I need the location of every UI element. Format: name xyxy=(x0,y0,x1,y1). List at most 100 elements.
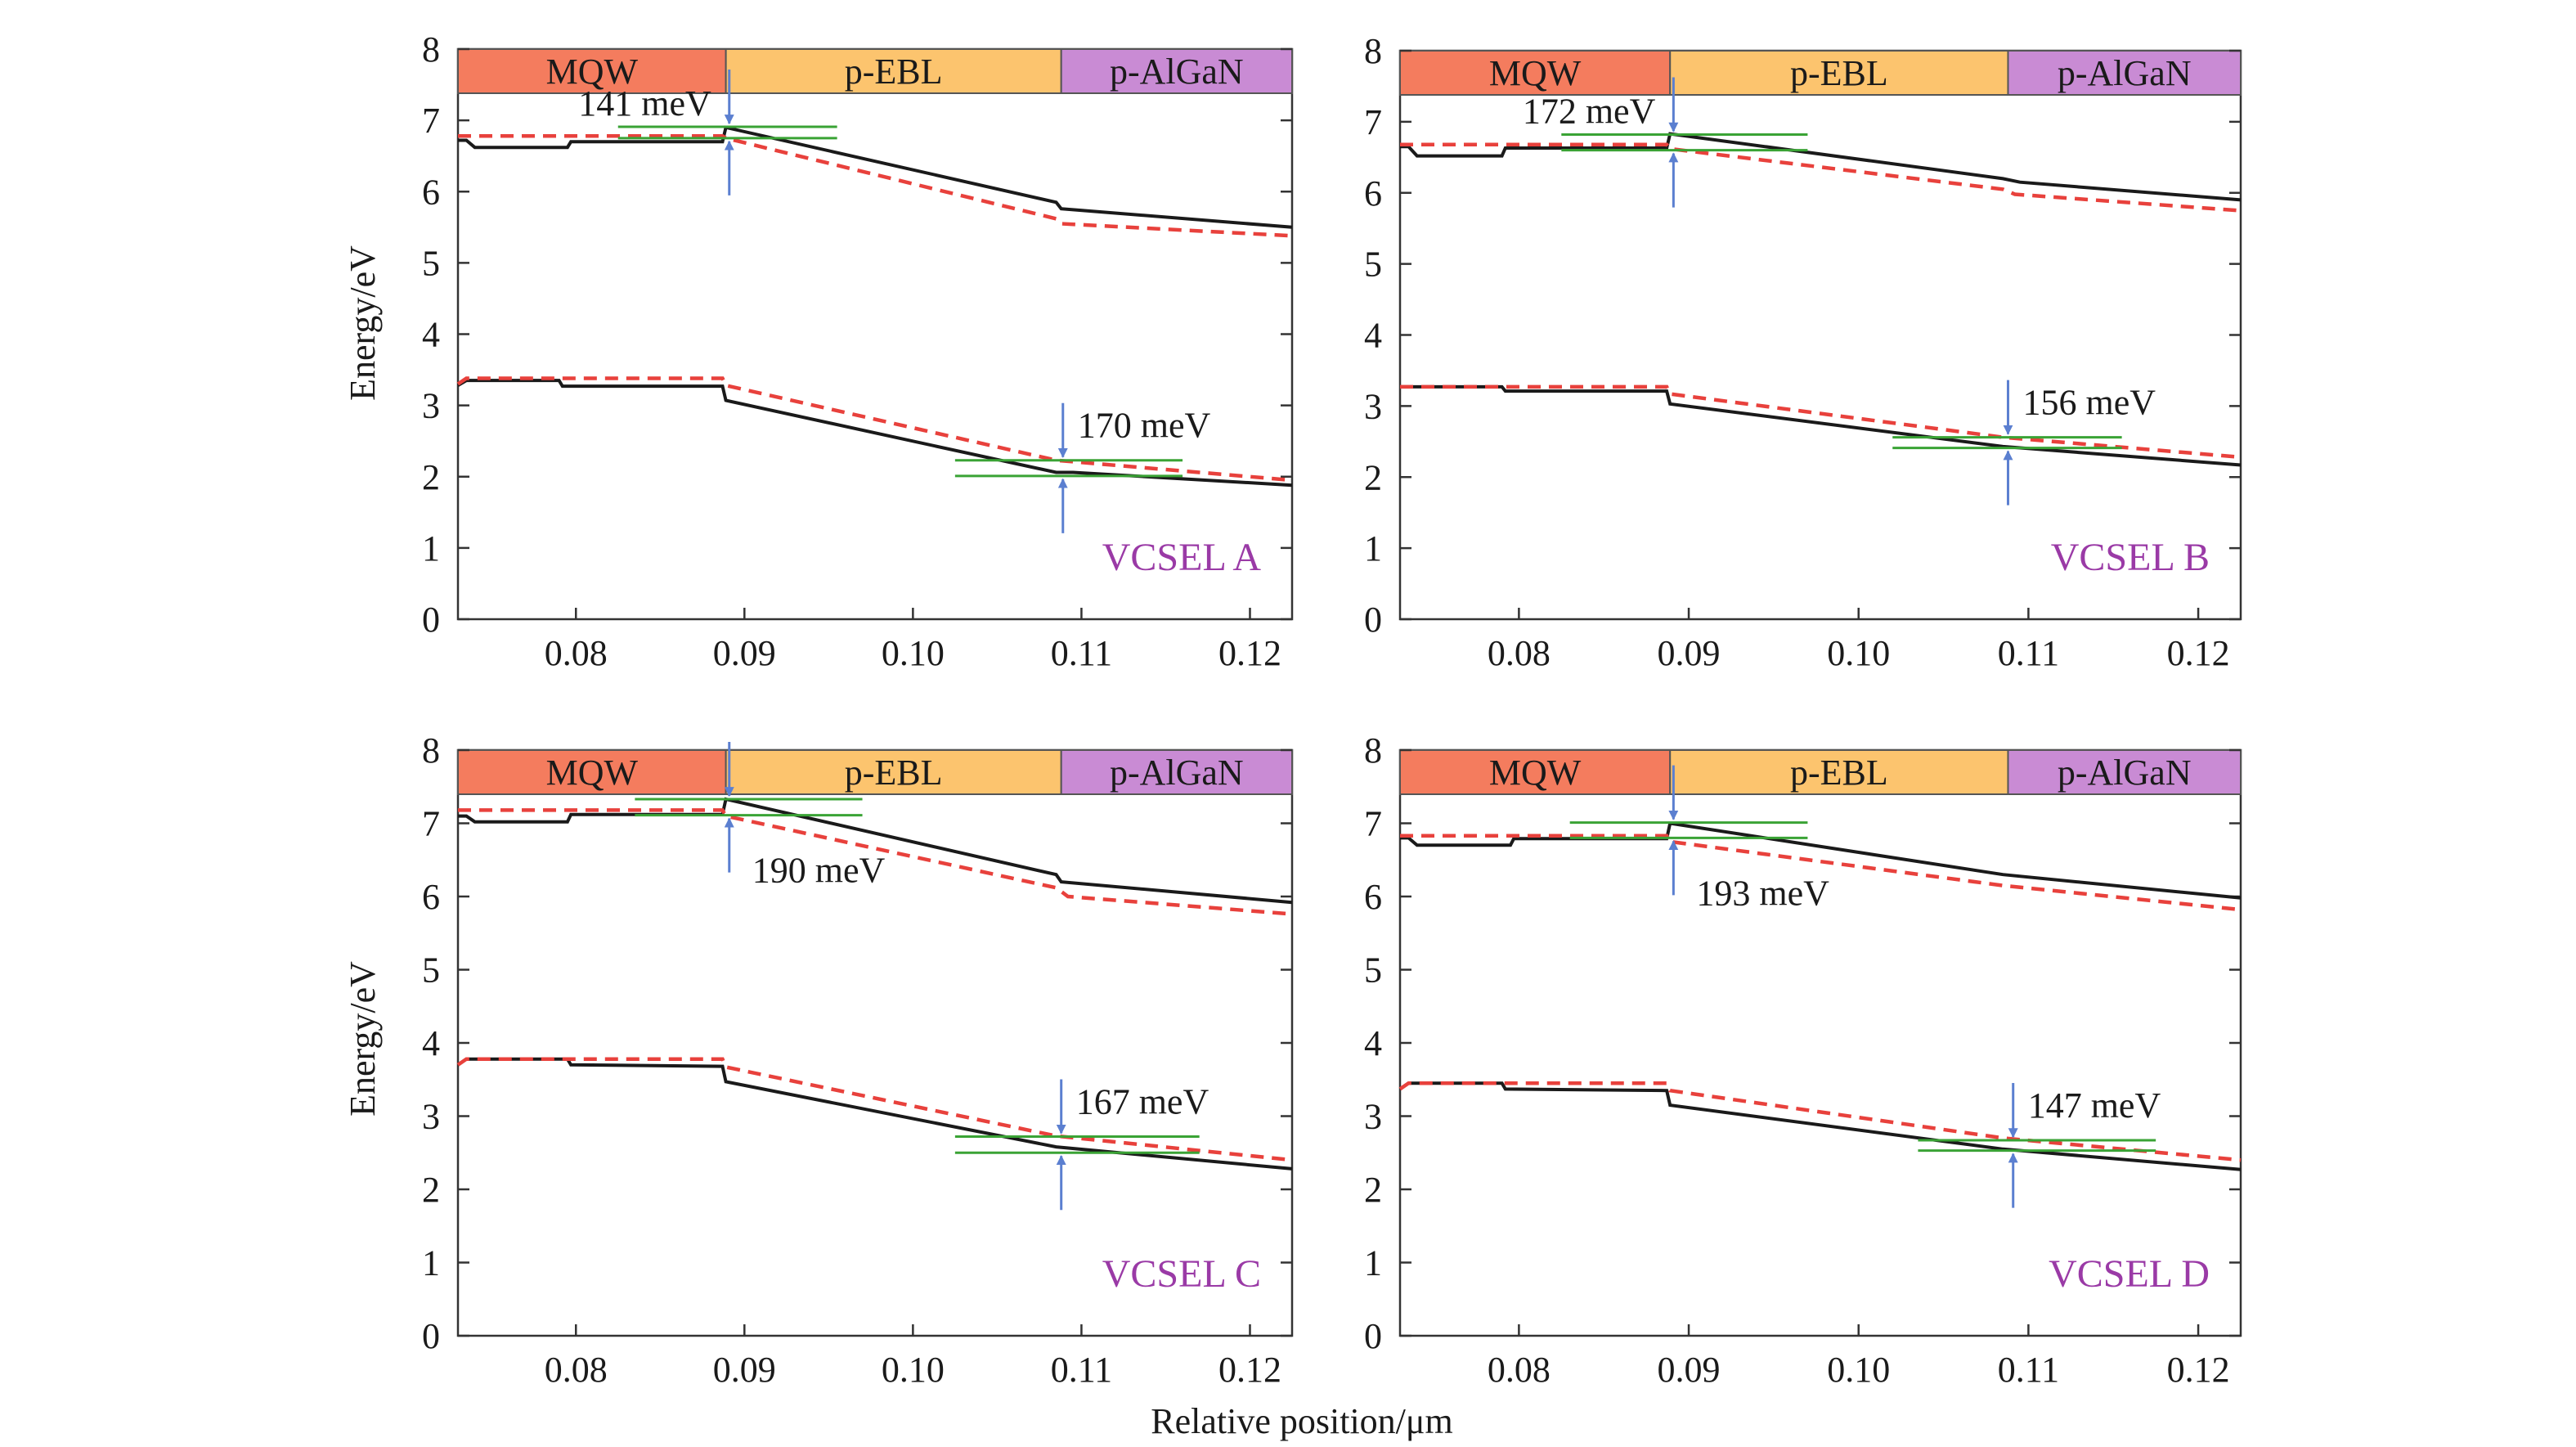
region-label-mqw: MQW xyxy=(1489,53,1582,93)
y-tick-label: 3 xyxy=(1364,386,1382,426)
y-tick-label: 3 xyxy=(422,386,440,426)
dashed-band-line-3 xyxy=(1398,1081,2242,1162)
x-tick-label: 0.10 xyxy=(1827,633,1890,673)
region-label-mqw: MQW xyxy=(546,52,639,92)
y-tick-label: 4 xyxy=(1364,1023,1382,1063)
y-tick-label: 0 xyxy=(422,600,440,640)
barrier-label: 141 meV xyxy=(578,83,711,124)
solid-band-line-0 xyxy=(1400,821,2242,900)
barrier-label: 147 meV xyxy=(2028,1085,2161,1126)
region-label-ebl: p-EBL xyxy=(845,753,943,793)
y-tick-label: 6 xyxy=(1364,173,1382,213)
y-tick-label: 7 xyxy=(1364,102,1382,142)
solid-band-line-2 xyxy=(456,379,1293,488)
y-tick-label: 0 xyxy=(1364,1316,1382,1356)
x-tick-label: 0.09 xyxy=(713,1350,776,1390)
region-ebl xyxy=(725,48,1062,94)
dashed-band-line-1 xyxy=(458,808,1293,916)
barrier-label: 170 meV xyxy=(1078,406,1211,446)
panel-vcsel-d: MQW p-EBL p-AlGaN 0 1 2 3 4 5 6 7 8 0.08 0.09 0.10 0.11… xyxy=(1364,730,2242,1390)
x-tick-label: 0.12 xyxy=(2167,1350,2230,1390)
y-tick-label: 8 xyxy=(422,730,440,771)
x-tick-label: 0.11 xyxy=(1051,633,1112,673)
region-ebl xyxy=(725,749,1062,795)
y-tick-label: 2 xyxy=(1364,457,1382,497)
plot-frame xyxy=(456,47,1294,621)
barrier-label: 156 meV xyxy=(2022,383,2156,423)
panel-vcsel-b: MQW p-EBL p-AlGaN 0 1 2 3 4 5 6 7 8 0.08 0.09 0.10 0.11… xyxy=(1364,31,2242,673)
y-tick-label: 1 xyxy=(422,528,440,568)
region-algan xyxy=(2007,50,2242,96)
barrier-label: 167 meV xyxy=(1076,1082,1209,1122)
region-label-ebl: p-EBL xyxy=(1790,753,1888,793)
y-tick-label: 0 xyxy=(1364,600,1382,640)
region-label-mqw: MQW xyxy=(1489,753,1582,793)
y-tick-label: 0 xyxy=(422,1316,440,1356)
y-tick-label: 6 xyxy=(1364,877,1382,917)
solid-band-line-0 xyxy=(458,125,1293,229)
y-tick-label: 8 xyxy=(1364,730,1382,771)
x-axis-label: Relative position/μm xyxy=(1151,1401,1452,1441)
panel-vcsel-a: MQW p-EBL p-AlGaN 0 1 2 3 4 5 6 7 8 0.08 0.09 0.10 0.11… xyxy=(422,29,1294,673)
y-axis-label-bottom: Energy/eV xyxy=(343,961,383,1117)
dashed-band-line-1 xyxy=(1400,142,2242,213)
y-tick-label: 4 xyxy=(1364,316,1382,356)
x-tick-label: 0.09 xyxy=(1658,633,1721,673)
y-tick-label: 3 xyxy=(1364,1097,1382,1137)
x-tick-label: 0.11 xyxy=(1051,1350,1112,1390)
dashed-band-line-1 xyxy=(458,134,1293,238)
barrier-label: 172 meV xyxy=(1523,92,1656,132)
dashed-band-line-3 xyxy=(456,1057,1293,1162)
x-tick-label: 0.08 xyxy=(545,1350,608,1390)
region-ebl xyxy=(1669,749,2009,795)
region-label-algan: p-AlGaN xyxy=(1110,52,1244,92)
plot-frame xyxy=(1398,49,2242,621)
y-tick-label: 2 xyxy=(422,1170,440,1210)
y-tick-label: 6 xyxy=(422,172,440,212)
panel-label: VCSEL D xyxy=(2049,1252,2210,1296)
region-label-ebl: p-EBL xyxy=(845,52,943,92)
region-algan xyxy=(2007,749,2242,795)
y-tick-label: 1 xyxy=(1364,1243,1382,1283)
x-tick-label: 0.12 xyxy=(1218,1350,1281,1390)
x-tick-label: 0.12 xyxy=(1218,633,1281,673)
region-label-algan: p-AlGaN xyxy=(1110,753,1244,793)
y-tick-label: 8 xyxy=(422,29,440,70)
x-tick-label: 0.10 xyxy=(882,1350,945,1390)
y-tick-label: 5 xyxy=(1364,950,1382,991)
region-mqw xyxy=(457,749,727,795)
y-tick-label: 2 xyxy=(1364,1170,1382,1210)
y-tick-label: 4 xyxy=(422,315,440,355)
region-label-algan: p-AlGaN xyxy=(2058,753,2192,793)
y-tick-label: 2 xyxy=(422,457,440,497)
region-label-ebl: p-EBL xyxy=(1790,53,1888,93)
region-label-algan: p-AlGaN xyxy=(2058,53,2192,93)
y-tick-label: 6 xyxy=(422,877,440,917)
barrier-label: 190 meV xyxy=(752,851,886,891)
region-mqw xyxy=(1399,50,1672,96)
barrier-label: 193 meV xyxy=(1696,873,1829,913)
x-tick-label: 0.11 xyxy=(1998,633,2059,673)
x-tick-label: 0.10 xyxy=(1827,1350,1890,1390)
x-tick-label: 0.08 xyxy=(1488,633,1551,673)
y-tick-label: 8 xyxy=(1364,31,1382,71)
dashed-band-line-3 xyxy=(1400,384,2242,460)
x-tick-label: 0.09 xyxy=(713,633,776,673)
x-tick-label: 0.11 xyxy=(1998,1350,2059,1390)
dashed-band-line-1 xyxy=(1400,834,2242,912)
dashed-band-line-3 xyxy=(456,376,1293,483)
region-algan xyxy=(1060,749,1294,795)
solid-band-line-2 xyxy=(1400,384,2242,467)
x-tick-label: 0.09 xyxy=(1658,1350,1721,1390)
x-tick-label: 0.12 xyxy=(2167,633,2230,673)
y-tick-label: 7 xyxy=(422,101,440,141)
plot-frame xyxy=(456,748,1294,1337)
y-tick-label: 1 xyxy=(1364,528,1382,568)
y-tick-label: 5 xyxy=(422,950,440,991)
y-tick-label: 3 xyxy=(422,1097,440,1137)
panel-label: VCSEL A xyxy=(1102,536,1262,579)
y-tick-label: 5 xyxy=(1364,245,1382,285)
y-tick-label: 7 xyxy=(1364,804,1382,844)
solid-band-line-0 xyxy=(1400,132,2242,202)
